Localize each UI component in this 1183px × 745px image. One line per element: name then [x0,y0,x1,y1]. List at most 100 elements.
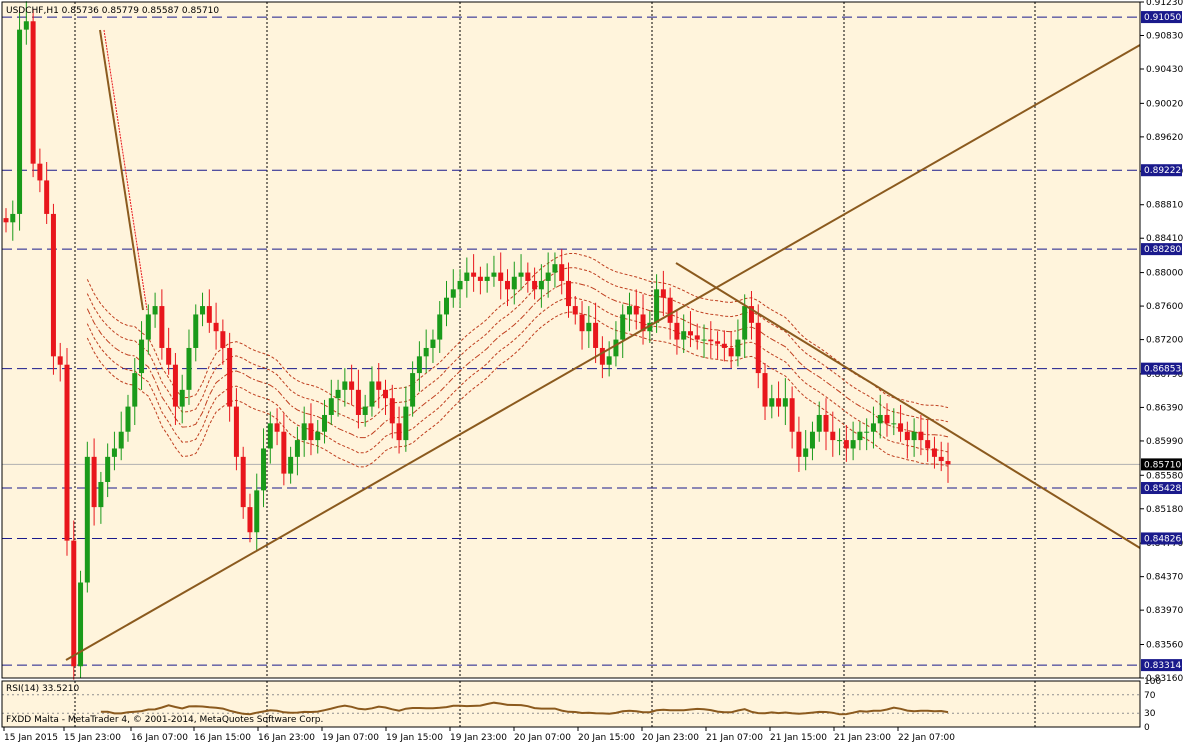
candle-body [884,414,890,424]
candle-body [898,423,904,432]
candle-body [721,343,727,348]
candle-body [620,314,626,340]
candle-body [376,381,382,390]
candle-body [626,306,632,315]
candle-body [322,414,328,432]
grid-lines [74,2,1036,727]
price-tick-label: 0.91230 [1146,0,1183,8]
price-tick-label: 0.85180 [1146,505,1183,515]
candle-body [477,276,483,281]
candle-body [308,423,314,441]
candle-body [355,389,361,415]
candle-body [518,272,524,277]
candle-body [545,272,551,281]
candle-body [606,356,612,365]
time-tick-label: 16 Jan 15:00 [194,733,251,743]
price-tick-label: 0.88810 [1146,201,1183,211]
fib-line [103,29,148,311]
candle-body [552,264,558,273]
rsi-tick-label: 0 [1144,723,1150,733]
level-price-label: 0.86853 [1144,365,1181,375]
candle-body [687,331,693,336]
price-panel-background [2,2,1140,678]
price-tick-label: 0.85580 [1146,471,1183,481]
level-price-tag [1141,482,1182,495]
candle-body [857,431,863,441]
candle-body [925,440,931,449]
candle-body [227,347,233,407]
candle-body [715,341,721,344]
rsi-tick-label: 70 [1144,691,1156,701]
candle-body [877,414,883,424]
level-price-label: 0.91050 [1144,13,1181,23]
candle-body [200,306,206,315]
candle-body [206,306,212,323]
candle-body [911,431,917,441]
candle-body [789,398,795,432]
candle-body [301,423,307,441]
candle-body [613,339,619,357]
time-axis: 15 Jan 2015 15 Jan 23:00 16 Jan 07:00 16 Ja… [3,727,955,743]
candle-body [647,322,653,332]
candle-body [864,431,870,433]
candle-body [484,276,490,281]
candle-body [748,306,754,323]
candle-body [776,398,782,407]
candle-body [44,180,50,214]
candle-body [938,456,944,462]
level-price-label: 0.89222 [1144,166,1181,176]
candle-body [742,306,748,340]
candle-body [71,540,77,667]
candle-body [288,456,294,474]
trend-lines[interactable] [65,29,1141,661]
candle-body [640,314,646,332]
candle-body [735,339,741,357]
price-panel-border [1,1,1141,679]
candle-body [145,314,151,340]
candle-body [213,322,219,332]
candle-body [98,481,104,508]
time-tick-label: 20 Jan 23:00 [642,733,699,743]
time-tick-label: 21 Jan 23:00 [834,733,891,743]
watermark-text: FXDD Malta - MetaTrader 4, © 2001-2014, … [6,715,323,725]
level-price-label: 0.83314 [1144,661,1181,671]
candle-body [274,423,280,432]
rsi-tick-label: 30 [1144,709,1156,719]
candle-body [362,406,368,415]
candle-body [423,347,429,357]
candle-body [667,297,673,323]
candle-body [498,272,504,281]
time-tick-label: 20 Jan 15:00 [578,733,635,743]
price-tick-label: 0.87200 [1146,336,1183,346]
candle-body [105,456,111,482]
candle-body [579,314,585,332]
candle-body [30,21,36,164]
trend-line[interactable] [99,29,144,311]
level-price-tag [1141,164,1182,177]
current-price-tag [1141,458,1182,471]
candle-body [830,431,836,441]
price-tick-label: 0.90020 [1146,99,1183,109]
candle-body [396,423,402,441]
candle-body [152,306,158,315]
candle-body [843,440,849,449]
candle-body [599,347,605,365]
candle-body [782,398,788,407]
level-price-tag [1141,659,1182,672]
trend-line[interactable] [65,44,1141,661]
candle-body [633,306,639,315]
candle-body [172,364,178,407]
time-tick-label: 19 Jan 07:00 [322,733,379,743]
rsi-panel-border [1,680,1141,728]
candle-body [674,322,680,340]
candle-body [57,356,63,365]
candle-body [342,381,348,390]
candle-body [823,414,829,432]
candle-body [769,398,775,407]
trend-line[interactable] [675,262,1141,549]
price-axis: 0.91230 0.90830 0.90430 0.90020 0.89620 0.892… [1140,0,1183,745]
candle-body [593,322,599,348]
candle-body [525,272,531,281]
candle-body [457,280,463,290]
